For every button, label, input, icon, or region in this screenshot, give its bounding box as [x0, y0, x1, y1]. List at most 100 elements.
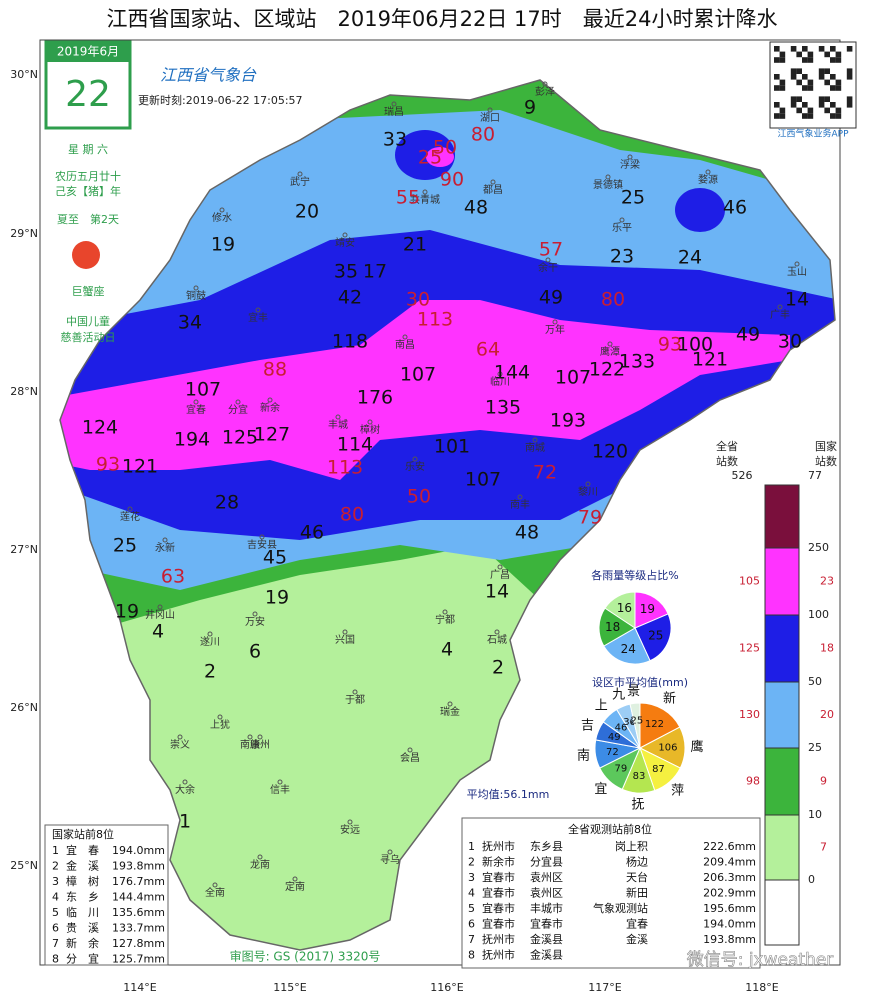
- qr-cell: [824, 68, 830, 74]
- table-cell: 抚州市: [482, 839, 515, 853]
- qr-cell: [830, 46, 836, 52]
- city-name: 鹰潭: [600, 345, 620, 358]
- band-50-100: [395, 130, 455, 180]
- update-time: 更新时刻:2019-06-22 17:05:57: [138, 93, 303, 107]
- city-dot: [402, 334, 408, 340]
- city-dot: [193, 285, 199, 291]
- city-name: 全南: [205, 886, 225, 899]
- qr-cell: [846, 68, 853, 74]
- band-50-100: [675, 188, 725, 232]
- city-dot: [212, 882, 218, 888]
- table-cell: 194.0mm: [703, 918, 756, 931]
- qr-cell: [846, 46, 853, 52]
- pie-slice: [639, 702, 681, 749]
- table-title: 全省观测站前8位: [568, 822, 652, 836]
- station-value: 42: [338, 287, 362, 309]
- city-dot: [494, 629, 500, 635]
- station-value: 6: [249, 641, 261, 663]
- city-name: 瑞昌: [384, 106, 404, 118]
- table-cell: 宜春市: [482, 886, 515, 900]
- city-name: 武宁: [290, 175, 310, 188]
- qr-cell: [796, 68, 802, 74]
- city-dot: [267, 397, 273, 403]
- station-value: 100: [677, 334, 713, 356]
- band-100-250: [426, 147, 454, 167]
- station-value: 107: [400, 364, 436, 386]
- table-cell: 1: [52, 844, 59, 857]
- table-cell: 东乡县: [530, 840, 563, 853]
- table-cell: 7: [468, 933, 475, 946]
- calendar-header: [46, 42, 130, 62]
- qr-cell: [818, 74, 825, 80]
- station-value: 35: [334, 261, 358, 283]
- watermark: 微信号: jxweather: [687, 950, 834, 970]
- city-dot: [552, 319, 558, 325]
- station-value: 114: [337, 434, 373, 456]
- qr-cell: [846, 102, 853, 108]
- table-cell: 5: [52, 906, 59, 919]
- table-cell: 127.8mm: [112, 937, 165, 950]
- station-value: 14: [785, 289, 809, 311]
- qr-cell: [830, 113, 836, 119]
- station-value: 93: [658, 334, 682, 356]
- national-table: [44, 824, 169, 966]
- qr-cell: [802, 46, 808, 52]
- city-name: 玉山: [787, 266, 807, 278]
- table-cell: 195.6mm: [703, 902, 756, 915]
- legend-header: 全省: [716, 439, 738, 453]
- city-dot: [177, 734, 183, 740]
- city-dot: [777, 304, 783, 310]
- city-dot: [342, 629, 348, 635]
- table-cell: 2: [52, 860, 59, 873]
- calendar-month: 2019年6月: [57, 45, 119, 59]
- pie-slice: [603, 627, 651, 665]
- pie-value: 87: [652, 764, 665, 775]
- city-name: 龙南: [250, 858, 270, 871]
- city-name: 石城: [487, 634, 507, 646]
- lat-label: 29°N: [10, 227, 38, 240]
- city-name: 南昌: [395, 338, 415, 351]
- qr-cell: [774, 46, 780, 52]
- legend-swatch: [764, 547, 800, 616]
- qr-cell: [774, 74, 780, 80]
- qr-cell: [807, 79, 814, 86]
- pie-value: 16: [617, 601, 632, 615]
- city-dot: [487, 107, 493, 113]
- pie-value: 25: [648, 629, 663, 643]
- legend-threshold: 10: [808, 808, 822, 821]
- pie-title: 设区市平均值(mm): [592, 675, 688, 689]
- qr-cell: [790, 96, 797, 102]
- station-value: 45: [263, 547, 287, 569]
- qr-cell: [779, 113, 786, 119]
- table-cell: 宜春: [626, 917, 648, 931]
- station-value: 133: [619, 351, 655, 373]
- table-cell: 宜春市: [482, 870, 515, 884]
- qr-cell: [796, 79, 802, 86]
- pie-label: 上: [595, 699, 608, 714]
- city-dot: [367, 419, 373, 425]
- table-cell: 金溪县: [530, 948, 563, 962]
- station-value: 125: [222, 427, 258, 449]
- qr-cell: [779, 107, 786, 114]
- qr-cell: [830, 85, 836, 91]
- city-name: 乐安: [405, 460, 425, 473]
- city-dot: [335, 414, 341, 420]
- city-dot: [292, 876, 298, 882]
- city-name: 莲花: [120, 510, 140, 523]
- station-value: 9: [524, 97, 536, 119]
- qr-caption: 江西气象业务APP: [777, 128, 849, 140]
- lat-label: 25°N: [10, 859, 38, 872]
- city-name: 修水: [212, 211, 232, 224]
- qr-cell: [824, 79, 830, 86]
- city-name: 靖安: [335, 236, 355, 249]
- table-cell: 新田: [626, 886, 648, 900]
- city-dot: [607, 341, 613, 347]
- city-name: 临川: [490, 375, 510, 388]
- pie-slice: [629, 702, 641, 749]
- qr-cell: [818, 102, 825, 108]
- city-dot: [127, 506, 133, 512]
- pie-label: 吉: [581, 718, 594, 733]
- lunar-year: 己亥【猪】年: [55, 184, 121, 198]
- city-dot: [545, 257, 551, 263]
- city-dot: [247, 734, 253, 740]
